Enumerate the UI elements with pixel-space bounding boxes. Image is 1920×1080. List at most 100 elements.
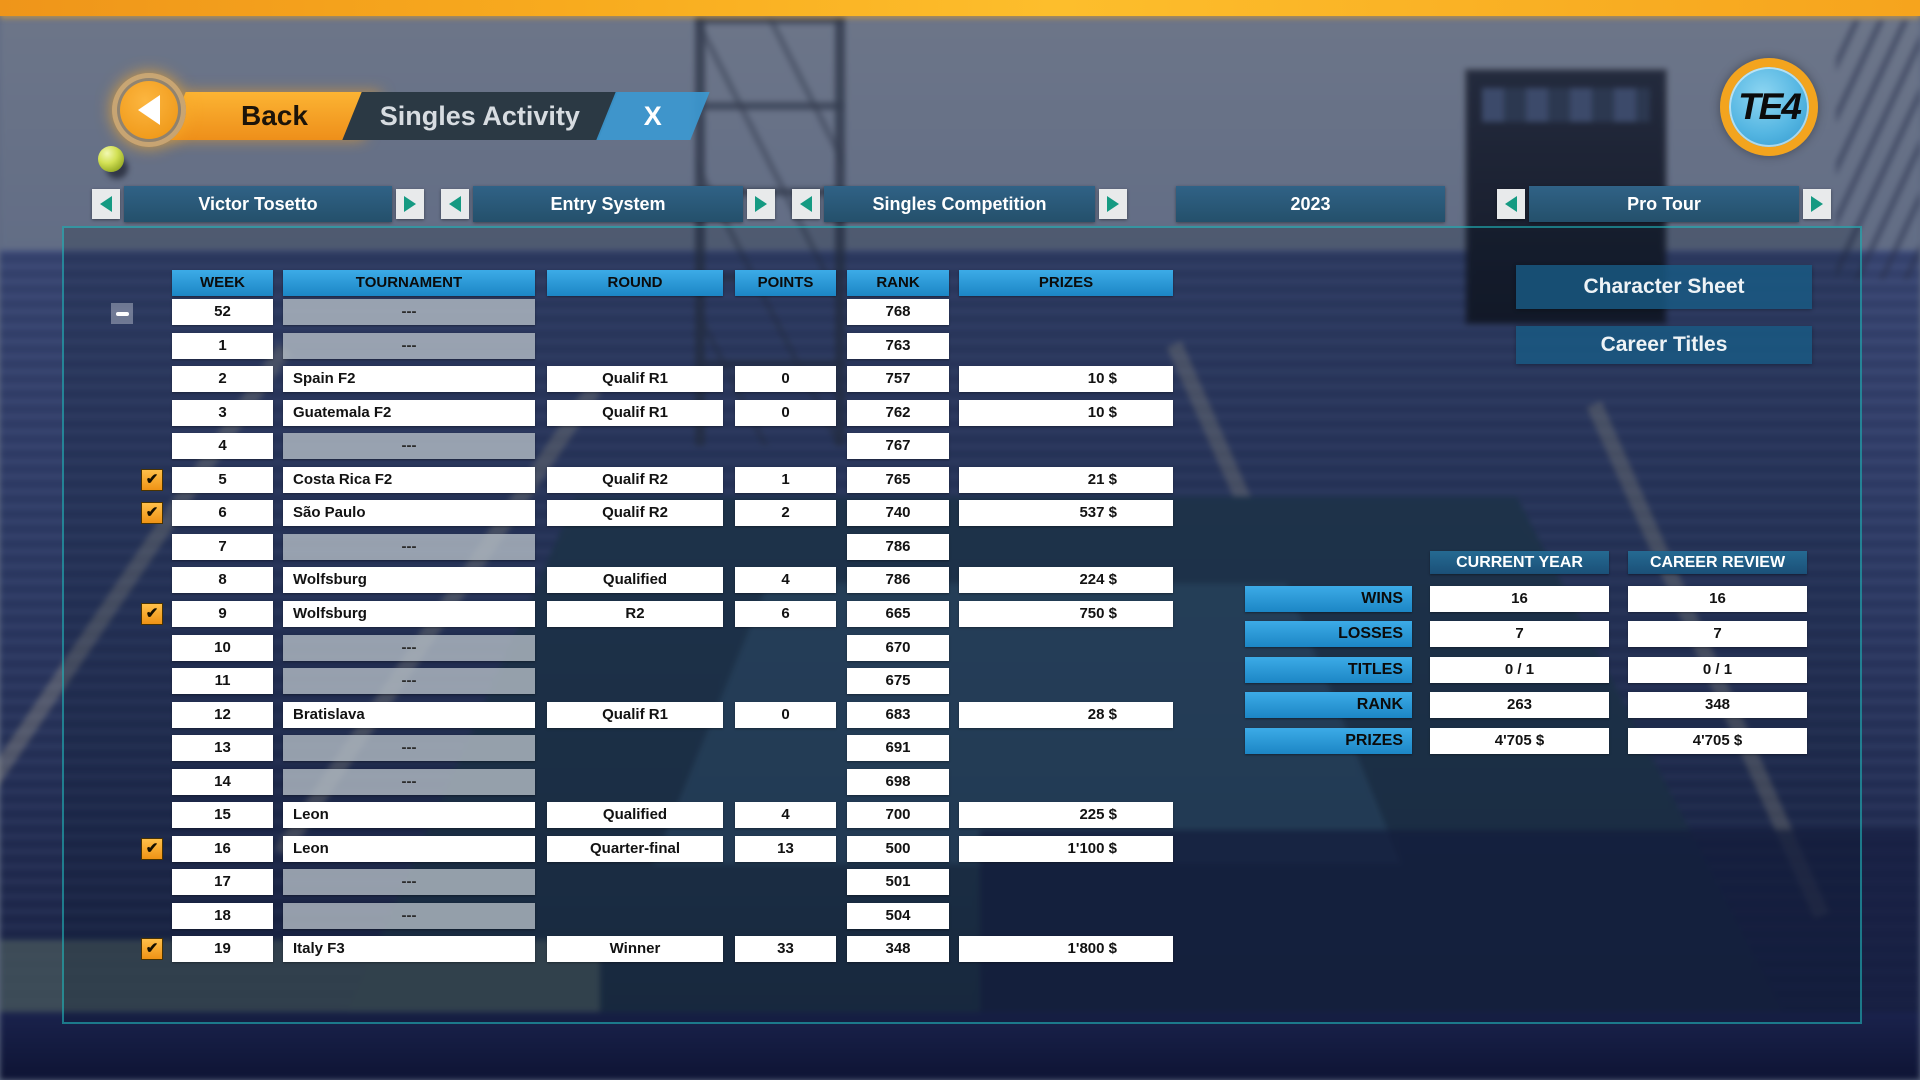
tournament-cell[interactable]: Leon (283, 836, 535, 862)
stat-current-wins: 16 (1430, 586, 1609, 612)
stat-current-losses: 7 (1430, 621, 1609, 647)
week-cell: 13 (172, 735, 273, 761)
back-button[interactable] (112, 73, 186, 147)
stat-career-prizes: 4'705 $ (1628, 728, 1807, 754)
tour-label: Pro Tour (1627, 193, 1701, 214)
tournament-cell[interactable]: Guatemala F2 (283, 400, 535, 426)
rank-cell: 740 (847, 500, 949, 526)
collapse-year-button[interactable] (111, 303, 133, 324)
tour-next-button[interactable] (1803, 189, 1831, 219)
stat-label-wins: WINS (1245, 586, 1412, 612)
column-header-points: POINTS (735, 270, 836, 296)
career-titles-button[interactable]: Career Titles (1516, 326, 1812, 364)
week-cell: 6 (172, 500, 273, 526)
tournament-cell: --- (283, 635, 535, 661)
rank-cell: 767 (847, 433, 949, 459)
table-row: 12 Bratislava Qualif R1 0 683 28 $ (0, 702, 1920, 729)
rank-cell: 786 (847, 534, 949, 560)
table-row: 18 --- 504 (0, 903, 1920, 930)
tournament-cell: --- (283, 869, 535, 895)
tournament-cell[interactable]: Spain F2 (283, 366, 535, 392)
round-cell: Qualif R2 (547, 500, 723, 526)
table-row: ✔ 16 Leon Quarter-final 13 500 1'100 $ (0, 836, 1920, 863)
played-checkbox[interactable]: ✔ (141, 603, 163, 625)
tournament-cell: --- (283, 668, 535, 694)
player-selector[interactable]: Victor Tosetto (124, 186, 392, 222)
column-header-week: WEEK (172, 270, 273, 296)
rank-cell: 670 (847, 635, 949, 661)
week-cell: 11 (172, 668, 273, 694)
rank-cell: 763 (847, 333, 949, 359)
tour-selector[interactable]: Pro Tour (1529, 186, 1799, 222)
page-title: Singles Activity (379, 100, 581, 131)
played-checkbox[interactable]: ✔ (141, 469, 163, 491)
points-cell: 6 (735, 601, 836, 627)
rank-cell: 504 (847, 903, 949, 929)
entry-system-prev-button[interactable] (441, 189, 469, 219)
table-row: 17 --- 501 (0, 869, 1920, 896)
stat-current-rank: 263 (1430, 692, 1609, 718)
tournament-cell[interactable]: Wolfsburg (283, 567, 535, 593)
round-cell: Qualified (547, 567, 723, 593)
competition-prev-button[interactable] (792, 189, 820, 219)
stat-label-prizes: PRIZES (1245, 728, 1412, 754)
round-cell: Qualif R1 (547, 702, 723, 728)
points-cell: 0 (735, 366, 836, 392)
table-row: ✔ 19 Italy F3 Winner 33 348 1'800 $ (0, 936, 1920, 963)
rank-cell: 786 (847, 567, 949, 593)
prizes-cell: 224 $ (959, 567, 1173, 593)
rank-cell: 762 (847, 400, 949, 426)
points-cell: 4 (735, 567, 836, 593)
played-checkbox[interactable]: ✔ (141, 838, 163, 860)
competition-next-button[interactable] (1099, 189, 1127, 219)
competition-selector[interactable]: Singles Competition (824, 186, 1095, 222)
tournament-cell: --- (283, 534, 535, 560)
points-cell: 13 (735, 836, 836, 862)
week-cell: 18 (172, 903, 273, 929)
tournament-cell: --- (283, 433, 535, 459)
close-tab[interactable]: X (596, 92, 710, 140)
back-arrow-icon (138, 95, 160, 125)
week-cell: 8 (172, 567, 273, 593)
tournament-cell[interactable]: Costa Rica F2 (283, 467, 535, 493)
round-cell: R2 (547, 601, 723, 627)
table-row: 1 --- 763 (0, 333, 1920, 360)
stat-current-prizes: 4'705 $ (1430, 728, 1609, 754)
player-next-button[interactable] (396, 189, 424, 219)
prizes-cell: 10 $ (959, 400, 1173, 426)
entry-system-next-button[interactable] (747, 189, 775, 219)
te4-logo-text: TE4 (1738, 86, 1802, 127)
tournament-cell[interactable]: Italy F3 (283, 936, 535, 962)
points-cell: 33 (735, 936, 836, 962)
table-row: ✔ 5 Costa Rica F2 Qualif R2 1 765 21 $ (0, 467, 1920, 494)
rank-cell: 683 (847, 702, 949, 728)
tour-prev-button[interactable] (1497, 189, 1525, 219)
played-checkbox[interactable]: ✔ (141, 938, 163, 960)
competition-label: Singles Competition (872, 193, 1047, 214)
points-cell: 4 (735, 802, 836, 828)
te4-logo: TE4 (1720, 58, 1818, 156)
entry-system-selector[interactable]: Entry System (473, 186, 743, 222)
tournament-cell[interactable]: São Paulo (283, 500, 535, 526)
tournament-cell: --- (283, 735, 535, 761)
tournament-cell[interactable]: Wolfsburg (283, 601, 535, 627)
rank-cell: 501 (847, 869, 949, 895)
column-header-prizes: PRIZES (959, 270, 1173, 296)
tournament-cell: --- (283, 299, 535, 325)
played-checkbox[interactable]: ✔ (141, 502, 163, 524)
top-accent-bar (0, 0, 1920, 16)
entry-system-label: Entry System (550, 193, 666, 214)
character-sheet-button[interactable]: Character Sheet (1516, 265, 1812, 309)
rank-cell: 691 (847, 735, 949, 761)
tournament-cell[interactable]: Bratislava (283, 702, 535, 728)
player-prev-button[interactable] (92, 189, 120, 219)
back-label: Back (240, 100, 308, 131)
week-cell: 17 (172, 869, 273, 895)
tournament-cell[interactable]: Leon (283, 802, 535, 828)
stat-career-titles: 0 / 1 (1628, 657, 1807, 683)
table-row: 52 --- 768 (0, 299, 1920, 326)
week-cell: 19 (172, 936, 273, 962)
column-header-round: ROUND (547, 270, 723, 296)
rank-cell: 757 (847, 366, 949, 392)
table-row: 4 --- 767 (0, 433, 1920, 460)
